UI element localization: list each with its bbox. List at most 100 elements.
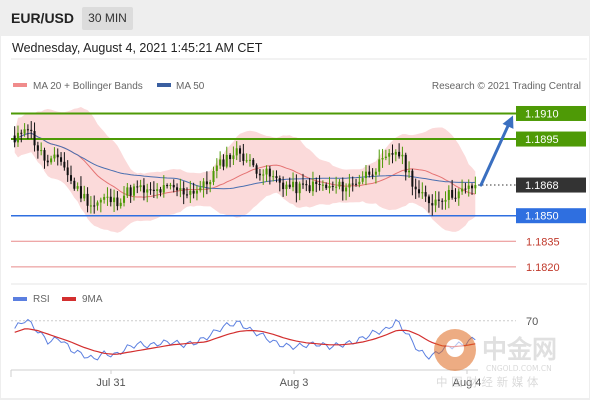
candle-body [278, 178, 281, 183]
candle-body [421, 192, 424, 194]
candle-body [192, 190, 195, 194]
candle-body [195, 190, 198, 194]
candle-body [202, 181, 205, 188]
candle-body [93, 205, 96, 207]
candle-body [391, 153, 394, 155]
candle-body [136, 186, 139, 188]
timeframe-button[interactable]: 30 MIN [82, 7, 133, 30]
candle-body [348, 183, 351, 188]
candle-body [325, 184, 328, 189]
ma20-legend-label: MA 20 + Bollinger Bands [33, 81, 143, 92]
ma50-legend-swatch [157, 83, 171, 87]
candle-body [431, 203, 434, 206]
candle-body [411, 170, 414, 187]
timestamp: Wednesday, August 4, 2021 1:45:21 AM CET [12, 41, 263, 55]
candle-body [454, 197, 457, 199]
candle-body [401, 154, 404, 157]
candle-body [335, 186, 338, 188]
candle-body [292, 181, 295, 188]
candle-body [99, 199, 102, 203]
candle-body [149, 189, 152, 191]
bollinger-band-area [14, 107, 476, 233]
candle-body [311, 181, 314, 192]
candle-body [345, 187, 348, 192]
candle-body [427, 196, 430, 204]
forecast-arrow-head [502, 115, 514, 129]
x-axis: Jul 31 Aug 3 Aug 4 [96, 370, 481, 389]
candle-body [424, 192, 427, 197]
candle-body [60, 157, 63, 162]
candle-body [103, 197, 106, 200]
candle-body [381, 158, 384, 160]
resistance-level-tag [516, 131, 586, 147]
candle-body [199, 187, 202, 191]
resistance-level-tag [516, 105, 586, 121]
support-level-tag [516, 208, 586, 224]
resistance-level-label: 1.1895 [525, 134, 559, 146]
x-tick-label: Jul 31 [96, 377, 125, 389]
target-level-label: 1.1820 [526, 262, 560, 274]
candle-body [444, 199, 447, 202]
rsi-line [14, 318, 476, 361]
candle-body [457, 191, 460, 199]
candle-body [275, 176, 278, 179]
price-levels: 1.1910 1.1895 1.1868 1.1850 1.1835 1.1820 [11, 105, 586, 274]
candle-body [106, 196, 109, 198]
candle-body [441, 200, 444, 202]
candle-body [451, 189, 454, 198]
candle-body [23, 129, 26, 134]
rsi-70-label: 70 [526, 316, 538, 328]
candle-body [318, 183, 321, 185]
candle-body [404, 154, 407, 173]
candle-body [219, 159, 222, 166]
candle-body [46, 160, 49, 163]
candle-body [189, 190, 192, 195]
candle-body [341, 181, 344, 192]
candle-body [351, 183, 354, 185]
candle-body [63, 161, 66, 168]
candle-body [129, 187, 132, 196]
chart-legend: MA 20 + Bollinger Bands MA 50 Research ©… [13, 81, 581, 92]
candle-body [56, 154, 59, 158]
candle-body [179, 188, 182, 191]
forecast-arrow-shaft [479, 119, 512, 187]
candle-body [265, 168, 268, 175]
candle-body [331, 185, 334, 187]
candle-body [159, 189, 162, 193]
candle-body [89, 205, 92, 207]
candle-body [471, 185, 474, 189]
rsi-ma-legend-label: 9MA [82, 294, 103, 305]
candle-body [225, 154, 228, 167]
candle-body [36, 145, 39, 151]
candle-body [248, 159, 251, 161]
candle-body [242, 153, 245, 161]
candle-body [268, 168, 271, 177]
rsi-legend-swatch [13, 297, 27, 301]
moving-averages [14, 132, 476, 198]
candle-body [69, 175, 73, 181]
watermark-title: 中金网 [482, 335, 557, 364]
candle-body [126, 187, 129, 196]
current-level-tag [516, 177, 586, 193]
candle-body [156, 189, 159, 191]
candle-body [113, 197, 116, 203]
current-level-label: 1.1868 [525, 180, 559, 192]
candle-body [139, 185, 142, 188]
candle-body [437, 199, 440, 201]
ma50-legend-label: MA 50 [176, 81, 205, 92]
resistance-level-label: 1.1910 [525, 108, 559, 120]
candle-body [308, 185, 311, 192]
candle-body [235, 148, 238, 156]
candle-body [298, 183, 301, 194]
support-level-label: 1.1850 [525, 211, 559, 223]
candle-body [295, 181, 298, 194]
candle-body [364, 171, 367, 179]
candle-body [417, 189, 421, 194]
candle-body [123, 195, 126, 203]
candle-body [301, 183, 305, 185]
candle-body [288, 184, 291, 188]
candle-body [66, 167, 69, 176]
candle-body [146, 189, 149, 193]
watermark: 中金网 CNGOLD.COM.CN 中 国 财 经 新 媒 体 [434, 329, 557, 389]
candle-body [185, 194, 189, 196]
